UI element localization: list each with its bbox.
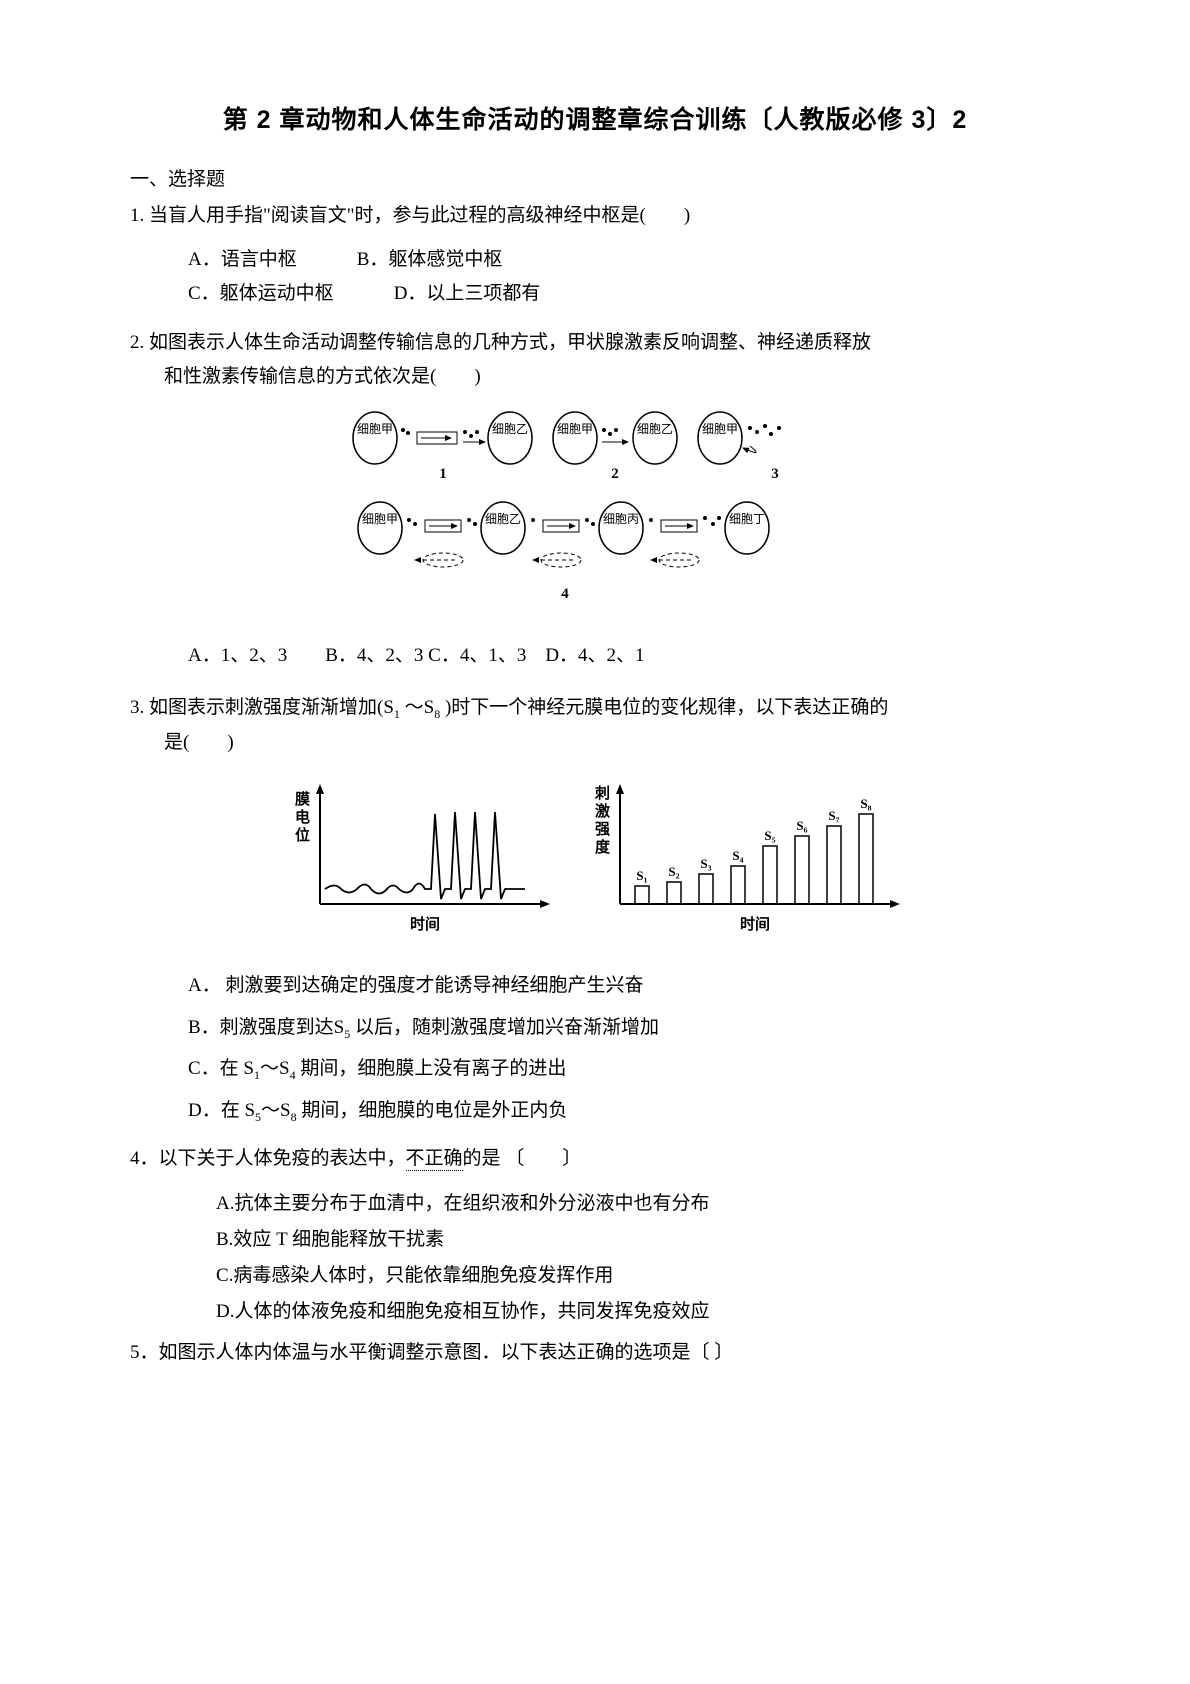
q3-xlabel-left: 时间 [410, 915, 440, 933]
q3-d-post: 期间，细胞膜的电位是外正内负 [297, 1100, 568, 1121]
q3-c-post: 期间，细胞膜上没有离子的进出 [296, 1058, 567, 1079]
q1-options-row1: A．语言中枢 B．躯体感觉中枢 [130, 243, 1060, 277]
q4-opt-d: D.人体的体液免疫和细胞免疫相互协作，共同发挥免疫效应 [130, 1294, 1060, 1330]
q2-diagram-svg: 细胞甲 细胞乙 1 细胞甲 细胞乙 2 [345, 408, 845, 618]
q2-stem-line2: 和性激素传输信息的方式依次是( ) [130, 360, 1060, 394]
q4-post: 的是 〔 〕 [463, 1148, 582, 1169]
q4-under: 不正确 [406, 1148, 463, 1171]
q2-figure: 细胞甲 细胞乙 1 细胞甲 细胞乙 2 [130, 408, 1060, 623]
q3-chart-svg: 膜 电 位 时间 刺 激 强 度 S₁ S₂ S₃ S₄ [275, 774, 915, 944]
cell-a-label-2: 细胞甲 [557, 422, 593, 436]
q3-c-mid: ～S [260, 1058, 290, 1079]
question-3: 3. 如图表示刺激强度渐渐增加(S1 ～S8 )时下一个神经元膜电位的变化规律，… [130, 691, 1060, 760]
q1-opt-a: A．语言中枢 [188, 243, 297, 277]
q1-opt-b: B．躯体感觉中枢 [357, 243, 503, 277]
page-title: 第 2 章动物和人体生命活动的调整章综合训练〔人教版必修 3〕2 [130, 100, 1060, 136]
cell-c-label: 细胞丙 [603, 512, 639, 526]
question-2: 2. 如图表示人体生命活动调整传输信息的几种方式，甲状腺激素反响调整、神经递质释… [130, 326, 1060, 394]
q4-opt-b: B.效应 T 细胞能释放干扰素 [130, 1222, 1060, 1258]
q1-opt-c: C．躯体运动中枢 [188, 277, 334, 311]
q3-opt-a: A． 刺激要到达确定的强度才能诱导神经细胞产生兴奋 [130, 965, 1060, 1007]
svg-text:S₈: S₈ [860, 796, 871, 811]
q3-b-post: 以后，随刺激强度增加兴奋渐渐增加 [350, 1017, 659, 1038]
q3-opt-c: C．在 S1～S4 期间，细胞膜上没有离子的进出 [130, 1048, 1060, 1090]
q3-d-pre: D．在 S [188, 1100, 255, 1121]
q4-opt-c: C.病毒感染人体时，只能依靠细胞免疫发挥作用 [130, 1258, 1060, 1294]
q1-opt-d: D．以上三项都有 [394, 277, 541, 311]
q3-ylabel-left-3: 位 [295, 826, 310, 844]
svg-text:S₂: S₂ [668, 864, 679, 879]
q4-pre: 4．以下关于人体免疫的表达中， [130, 1148, 406, 1169]
page: 第 2 章动物和人体生命活动的调整章综合训练〔人教版必修 3〕2 一、选择题 1… [0, 0, 1190, 1684]
question-1: 1. 当盲人用手指"阅读盲文"时，参与此过程的高级神经中枢是( ) [130, 199, 1060, 233]
question-5: 5．如图示人体内体温与水平衡调整示意图．以下表达正确的选项是〔 〕 [130, 1336, 1060, 1370]
svg-text:S₄: S₄ [732, 848, 743, 863]
q2-mode4: 细胞甲 细胞乙 细胞丙 细胞丁 [358, 502, 769, 602]
q3-b-pre: B．刺激强度到达S [188, 1017, 344, 1038]
q2-num3: 3 [771, 466, 779, 482]
q3-xlabel-right: 时间 [740, 915, 770, 933]
q3-yr2: 激 [595, 802, 611, 820]
q5-stem: 5．如图示人体内体温与水平衡调整示意图．以下表达正确的选项是〔 〕 [130, 1342, 733, 1363]
svg-text:S₇: S₇ [828, 808, 839, 823]
cell-d-label: 细胞丁 [729, 512, 765, 526]
section-heading: 一、选择题 [130, 164, 1060, 191]
q3-ylabel-left-2: 电 [295, 808, 310, 826]
q2-mode1: 细胞甲 细胞乙 1 [353, 412, 532, 482]
q2-mode2: 细胞甲 细胞乙 2 [553, 412, 677, 482]
q3-bars: S₁ S₂ S₃ S₄ S₅ S₆ S₇ S₈ [635, 796, 873, 904]
q3-mid: ～S [400, 697, 434, 718]
q3-yr1: 刺 [595, 784, 610, 802]
q3-right-chart: 刺 激 强 度 S₁ S₂ S₃ S₄ S₅ S₆ S₇ S₈ 时间 [595, 784, 900, 933]
q2-num2: 2 [611, 466, 619, 482]
cell-b-label: 细胞乙 [492, 422, 528, 436]
q3-ylabel-left-1: 膜 [295, 790, 310, 808]
q3-left-chart: 膜 电 位 时间 [295, 784, 550, 933]
svg-text:S₁: S₁ [636, 868, 647, 883]
q1-options-row2: C．躯体运动中枢 D．以上三项都有 [130, 277, 1060, 311]
q2-num4: 4 [561, 586, 569, 602]
cell-a-label-3: 细胞甲 [702, 422, 738, 436]
cell-a-label: 细胞甲 [357, 422, 393, 436]
q3-c-pre: C．在 S [188, 1058, 254, 1079]
svg-text:S₅: S₅ [764, 828, 775, 843]
q3-yr4: 度 [595, 838, 611, 856]
q3-figure: 膜 电 位 时间 刺 激 强 度 S₁ S₂ S₃ S₄ [130, 774, 1060, 949]
q2-num1: 1 [439, 466, 447, 482]
cell-a-label-4: 细胞甲 [362, 512, 398, 526]
q2-options: A．1、2、3 B．4、2、3 C．4、1、3 D．4、2、1 [130, 639, 1060, 673]
cell-b-label-4: 细胞乙 [485, 512, 521, 526]
question-4: 4．以下关于人体免疫的表达中，不正确的是 〔 〕 [130, 1142, 1060, 1176]
q3-opt-d: D．在 S5～S8 期间，细胞膜的电位是外正内负 [130, 1090, 1060, 1132]
q3-opt-b: B．刺激强度到达S5 以后，随刺激强度增加兴奋渐渐增加 [130, 1007, 1060, 1049]
svg-text:S₆: S₆ [796, 818, 807, 833]
svg-text:S₃: S₃ [700, 856, 711, 871]
q4-opt-a: A.抗体主要分布于血清中，在组织液和外分泌液中也有分布 [130, 1186, 1060, 1222]
q3-yr3: 强 [595, 821, 610, 838]
q3-stem3: 是( ) [130, 726, 1060, 760]
q2-stem-line1: 2. 如图表示人体生命活动调整传输信息的几种方式，甲状腺激素反响调整、神经递质释… [130, 326, 1060, 360]
q3-stem1: 3. 如图表示刺激强度渐渐增加(S [130, 697, 394, 718]
q3-d-mid: ～S [261, 1100, 291, 1121]
q3-stem2: )时下一个神经元膜电位的变化规律，以下表达正确的 [440, 697, 888, 718]
q2-mode3: 细胞甲 3 [698, 412, 781, 482]
q1-stem: 1. 当盲人用手指"阅读盲文"时，参与此过程的高级神经中枢是( ) [130, 205, 690, 226]
cell-b-label-2: 细胞乙 [637, 422, 673, 436]
